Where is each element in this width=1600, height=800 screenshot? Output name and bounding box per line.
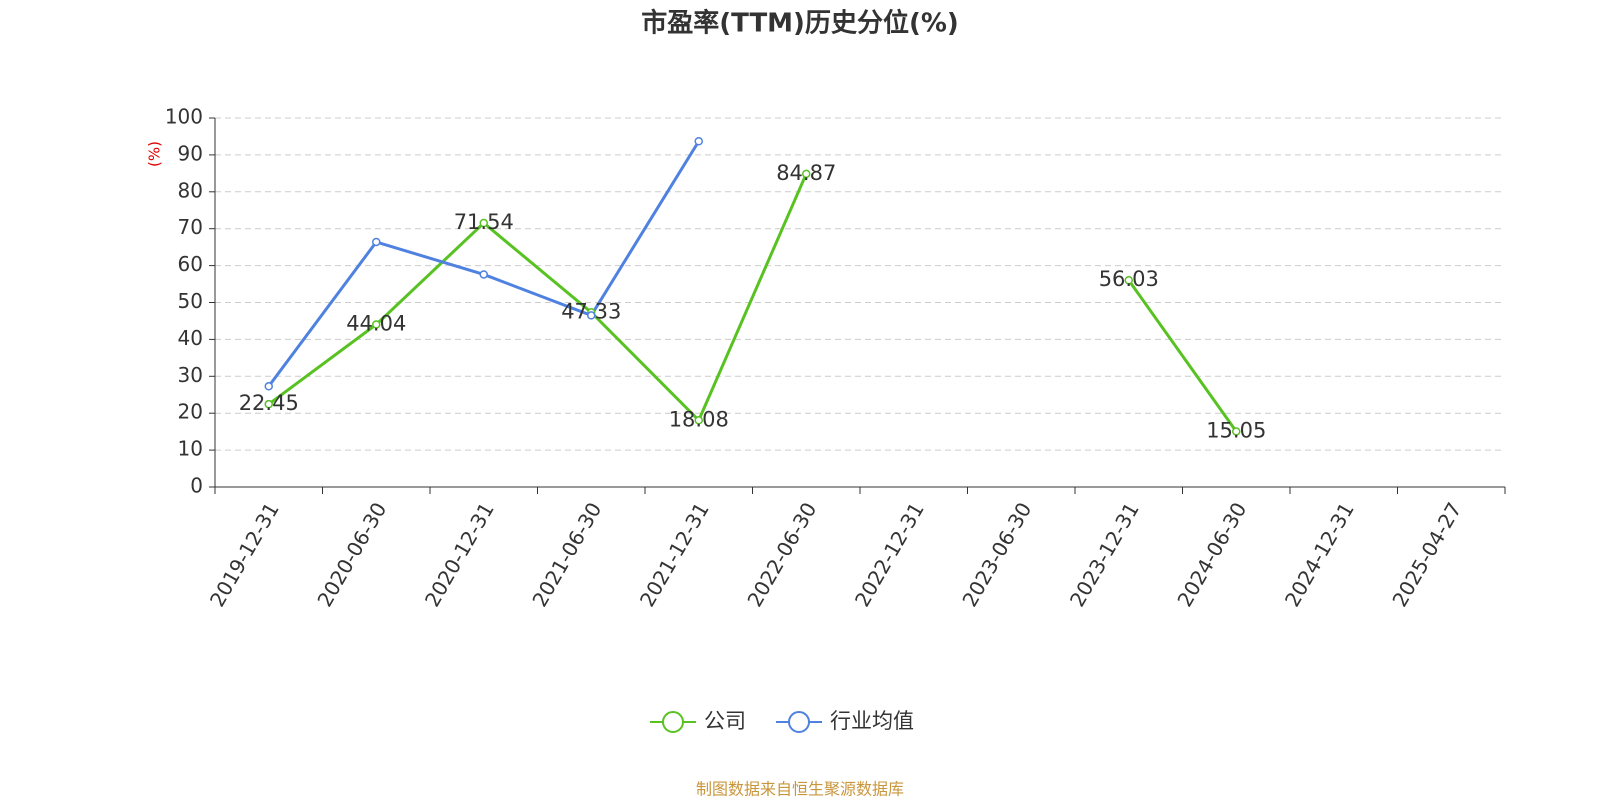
y-tick-label: 80 [178, 178, 203, 202]
data-point [264, 382, 273, 391]
source-note: 制图数据来自恒生聚源数据库 [696, 780, 904, 799]
x-tick-label: 2024-12-31 [1280, 498, 1359, 611]
data-point [694, 136, 703, 146]
data-label: 18.08 [669, 407, 729, 431]
data-label: 44.04 [346, 311, 406, 335]
x-tick-label: 2024-06-30 [1172, 498, 1251, 611]
legend-label: 行业均值 [830, 709, 914, 733]
data-point [802, 169, 811, 179]
y-tick-label: 10 [178, 437, 203, 461]
x-tick-label: 2020-06-30 [312, 498, 391, 611]
data-label: 22.45 [239, 391, 299, 415]
data-point [1232, 427, 1241, 436]
legend-marker [788, 711, 810, 733]
y-tick-label: 30 [178, 363, 203, 387]
data-point [587, 311, 596, 320]
legend-marker [662, 711, 684, 733]
y-tick-label: 40 [178, 326, 203, 350]
x-tick-label: 2023-12-31 [1065, 498, 1144, 611]
data-point [694, 416, 703, 425]
y-tick-label: 0 [190, 474, 203, 498]
x-tick-label: 2025-04-27 [1387, 498, 1466, 611]
series-line [267, 140, 701, 388]
y-axis-label: (%) [146, 141, 164, 167]
y-tick-label: 90 [178, 141, 203, 165]
x-tick-label: 2022-06-30 [742, 498, 821, 611]
data-label: 84.87 [776, 161, 836, 185]
data-point [264, 399, 273, 409]
data-label: 15.05 [1206, 418, 1266, 442]
y-tick-label: 100 [165, 105, 203, 129]
y-tick-label: 20 [178, 400, 203, 424]
y-tick-label: 50 [178, 289, 203, 313]
chart-title: 市盈率(TTM)历史分位(%) [641, 8, 959, 39]
series-line [267, 173, 1238, 433]
x-tick-label: 2019-12-31 [205, 498, 284, 611]
data-point [372, 320, 381, 329]
x-tick-label: 2021-12-31 [635, 498, 714, 611]
data-label: 71.54 [454, 210, 514, 234]
legend-label: 公司 [704, 709, 746, 733]
data-point [372, 237, 381, 247]
data-point [1124, 275, 1133, 285]
x-tick-label: 2023-06-30 [957, 498, 1036, 611]
data-label: 56.03 [1099, 267, 1159, 291]
data-point [479, 270, 488, 279]
x-tick-label: 2021-06-30 [527, 498, 606, 611]
data-point [479, 218, 488, 228]
x-tick-label: 2022-12-31 [850, 498, 929, 611]
y-tick-label: 70 [178, 215, 203, 239]
x-tick-label: 2020-12-31 [420, 498, 499, 611]
y-tick-label: 60 [178, 252, 203, 276]
